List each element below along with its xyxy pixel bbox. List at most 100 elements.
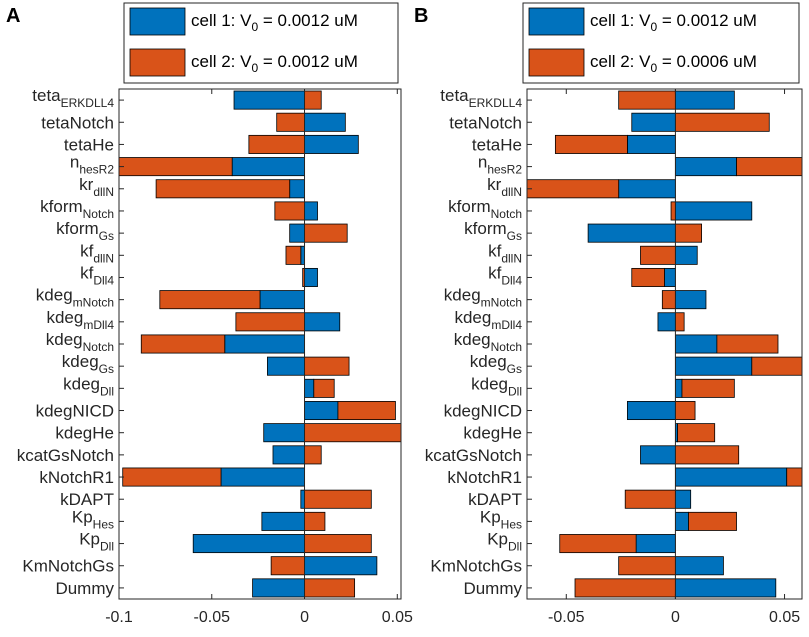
bar-cell2-kdegnicd (337, 401, 396, 421)
bar-cell2-kdeg-notch (140, 334, 226, 354)
x-tick-label: 0 (671, 609, 680, 626)
bar-cell1-kr-dlln (618, 179, 676, 199)
bar-cell2-tetanotch (276, 112, 305, 132)
y-label-tetahe: tetaHe (64, 135, 114, 154)
bar-cell1-kdeg-mnotch (259, 290, 305, 310)
bar-cell1-kdeg-notch (224, 334, 305, 354)
bar-cell2-n-hesr2 (119, 157, 233, 177)
y-label-kmnotchgs: KmNotchGs (430, 557, 522, 576)
bar-cell1-kf-dll4 (664, 267, 676, 287)
bar-cell1-kp-hes (261, 511, 305, 531)
bar-cell1-teta-erkdll4 (675, 90, 735, 110)
bar-cell1-n-hesr2 (231, 157, 305, 177)
bar-cell2-kr-dlln (155, 179, 291, 199)
panel-a: A -0.1 -0.05 0 0.05 tetaERKDLL4 tetaNotch tetaH… (6, 2, 413, 626)
bar-cell1-kdegnicd (626, 401, 676, 421)
bar-cell2-kdeg-mdll4 (675, 312, 685, 332)
y-label-kdapt: kDAPT (468, 490, 522, 509)
bar-cell2-kform-gs (675, 223, 703, 243)
bar-cell1-kr-dlln (289, 179, 305, 199)
y-label-kf-dll4: kfDll4 (80, 263, 114, 287)
legend-label-cell1: cell 1: V0 = 0.0012 uM (590, 11, 757, 34)
x-tick-label: -0.1 (105, 609, 133, 626)
bar-cell2-kmnotchgs (270, 556, 305, 576)
bar-cell1-tetanotch (631, 112, 676, 132)
bar-cell1-n-hesr2 (675, 157, 737, 177)
y-label-tetanotch: tetaNotch (449, 113, 522, 132)
bar-cell1-teta-erkdll4 (233, 90, 305, 110)
y-label-tetahe: tetaHe (472, 135, 522, 154)
bar-cell1-kf-dlln (300, 245, 305, 265)
bar-cell1-kform-gs (587, 223, 676, 243)
bar-cell1-kmnotchgs (675, 556, 724, 576)
y-label-n-hesr2: nhesR2 (478, 153, 522, 177)
y-label-kf-dll4: kfDll4 (488, 263, 522, 287)
bar-cell1-kdeg-notch (675, 334, 718, 354)
bar-cell1-kp-hes (675, 511, 689, 531)
bar-cell2-kdeg-mnotch (159, 290, 261, 310)
bar-cell1-kdapt (675, 489, 692, 509)
y-label-kform-gs: kformGs (464, 219, 522, 243)
bar-cell2-teta-erkdll4 (618, 90, 676, 110)
bar-cell2-kcatgsnotch (675, 445, 740, 465)
y-label-kcatgsnotch: kcatGsNotch (425, 446, 522, 465)
y-label-tetanotch: tetaNotch (41, 113, 114, 132)
y-label-n-hesr2: nhesR2 (70, 153, 114, 177)
bar-cell1-tetahe (304, 134, 359, 154)
bar-cell1-kdapt (300, 489, 305, 509)
bar-cell1-kmnotchgs (304, 556, 378, 576)
legend-label-cell2: cell 2: V0 = 0.0006 uM (590, 52, 757, 75)
bar-cell2-kdeg-gs (304, 356, 350, 376)
y-label-kform-notch: kformNotch (40, 197, 114, 221)
x-tick-label: 0 (300, 609, 309, 626)
bar-cell2-kr-dlln (527, 179, 620, 199)
y-label-teta-erkdll4: tetaERKDLL4 (32, 86, 114, 110)
y-label-kf-dlln: kfdllN (80, 241, 114, 265)
panel-b: B -0.05 0 0.05 tetaERKDLL4 tetaNotch tetaHenhe… (414, 2, 803, 626)
y-label-kdeg-dll: kdegDll (63, 374, 114, 398)
legend-label-cell2: cell 2: V0 = 0.0012 uM (191, 52, 358, 75)
y-label-kdeg-notch: kdegNotch (454, 330, 522, 354)
bar-cell2-kp-dll (559, 534, 637, 554)
bar-cell2-kp-hes (688, 511, 737, 531)
bar-cell2-kdeg-dll (313, 378, 335, 398)
bar-cell1-dummy (675, 578, 777, 598)
bar-cell2-kp-dll (304, 534, 372, 554)
y-label-knotchr1: kNotchR1 (39, 468, 114, 487)
bar-cell2-kdeg-gs (751, 356, 802, 376)
legend: cell 1: V0 = 0.0012 uM cell 2: V0 = 0.001… (123, 2, 399, 84)
y-label-teta-erkdll4: tetaERKDLL4 (440, 86, 522, 110)
y-label-kmnotchgs: KmNotchGs (22, 557, 114, 576)
bar-cell2-kdeghe (304, 423, 401, 443)
bar-cell2-kform-notch (274, 201, 305, 221)
y-label-kdeghe: kdegHe (463, 424, 522, 443)
bar-cell1-tetahe (626, 134, 676, 154)
bar-cell2-kdapt (624, 489, 676, 509)
bar-cell2-dummy (574, 578, 676, 598)
y-label-kp-dll: KpDll (79, 530, 114, 554)
y-label-kp-hes: KpHes (480, 507, 522, 531)
bar-cell1-kf-dlln (675, 245, 698, 265)
bar-cell2-kdeg-dll (681, 378, 735, 398)
y-label-dummy: Dummy (55, 579, 114, 598)
bar-cell1-kcatgsnotch (640, 445, 676, 465)
y-label-kdeg-mnotch: kdegmNotch (36, 286, 114, 310)
bar-cell2-knotchr1 (786, 467, 802, 487)
bar-cell1-kdeg-gs (675, 356, 753, 376)
bar-cell2-kform-gs (304, 223, 348, 243)
bar-cell2-kf-dlln (285, 245, 302, 265)
bar-cell1-kdeg-gs (267, 356, 305, 376)
bar-cell2-kf-dlln (640, 245, 676, 265)
bar-cell2-knotchr1 (122, 467, 222, 487)
legend-swatch-cell2 (528, 48, 585, 77)
bar-cell2-kcatgsnotch (304, 445, 322, 465)
y-label-kdeg-notch: kdegNotch (46, 330, 114, 354)
bar-cell1-kform-notch (675, 201, 753, 221)
legend-swatch-cell1 (528, 7, 585, 36)
bar-cell1-kdeg-dll (675, 378, 683, 398)
x-tick-label: 0.05 (382, 609, 413, 626)
bar-cell1-kcatgsnotch (272, 445, 305, 465)
bar-cell1-kdeg-mdll4 (304, 312, 341, 332)
